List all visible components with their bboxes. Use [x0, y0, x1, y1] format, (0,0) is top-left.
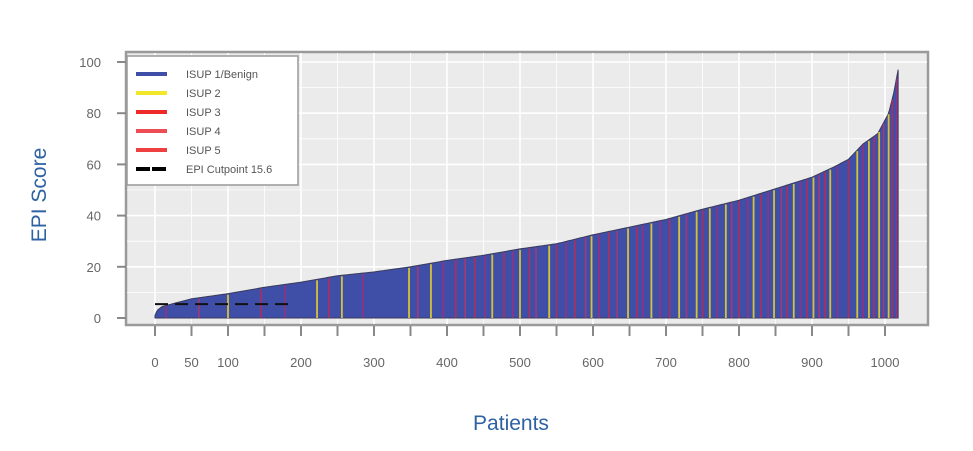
x-tick-label: 50	[184, 355, 198, 370]
y-tick-label: 20	[87, 260, 101, 275]
legend-label: ISUP 2	[186, 88, 221, 100]
x-tick-label: 1000	[871, 355, 900, 370]
x-tick-label: 500	[509, 355, 531, 370]
y-axis-title: EPI Score	[28, 148, 51, 243]
y-tick-label: 0	[94, 311, 101, 326]
legend-label: ISUP 1/Benign	[186, 69, 258, 81]
y-tick-label: 80	[87, 106, 101, 121]
x-tick-label: 400	[436, 355, 458, 370]
legend-label: ISUP 5	[186, 145, 221, 157]
x-tick-label: 800	[728, 355, 750, 370]
x-tick-label: 0	[151, 355, 158, 370]
x-tick-label: 600	[582, 355, 604, 370]
x-axis-title: Patients	[473, 412, 549, 435]
legend-box	[126, 55, 299, 186]
y-tick-label: 40	[87, 209, 101, 224]
legend-label: EPI Cutpoint 15.6	[186, 164, 272, 176]
legend: ISUP 1/Benign ISUP 2 ISUP 3 ISUP 4 ISUP 5 EPI…	[126, 55, 299, 186]
x-tick-label: 100	[217, 355, 239, 370]
x-tick-label: 900	[801, 355, 823, 370]
x-tick-label: 700	[655, 355, 677, 370]
patient-bars	[154, 69, 899, 319]
x-tick-label: 300	[363, 355, 385, 370]
legend-label: ISUP 4	[186, 126, 221, 138]
legend-label: ISUP 3	[186, 107, 221, 119]
x-tick-label: 200	[290, 355, 312, 370]
y-tick-label: 60	[87, 157, 101, 172]
y-tick-label: 100	[79, 55, 101, 70]
benign-area	[154, 69, 899, 319]
